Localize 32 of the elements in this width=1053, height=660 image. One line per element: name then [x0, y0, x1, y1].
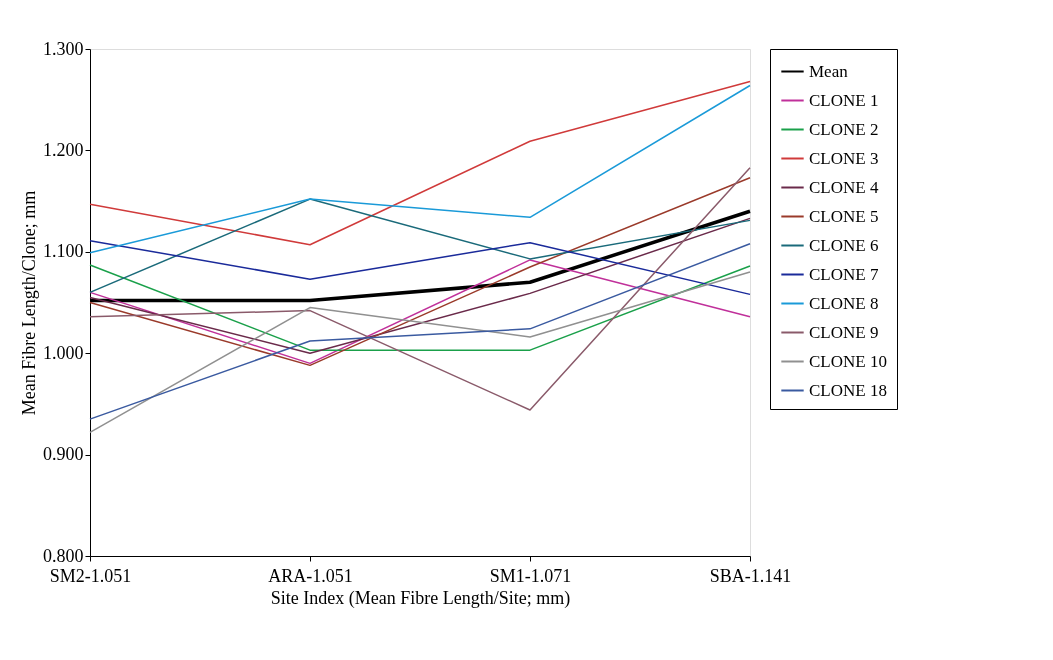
- x-axis-title: Site Index (Mean Fibre Length/Site; mm): [270, 587, 571, 609]
- legend-label: Mean: [809, 61, 849, 81]
- x-tick-label: ARA-1.051: [268, 565, 353, 586]
- x-tick-label: SM2-1.051: [49, 565, 132, 586]
- legend-label: CLONE 3: [809, 148, 879, 168]
- line-series: [89, 177, 751, 367]
- legend-label: CLONE 1: [809, 90, 879, 110]
- line-series: [89, 239, 751, 296]
- legend-label: CLONE 6: [809, 235, 879, 255]
- x-tick-label: SM1-1.071: [489, 565, 572, 586]
- legend-label: CLONE 2: [809, 119, 879, 139]
- y-tick-label: 1.300: [43, 38, 84, 59]
- legend-label: CLONE 8: [809, 293, 879, 313]
- y-axis-title: Mean Fibre Length/Clone; mm: [19, 190, 39, 416]
- legend-label: CLONE 5: [809, 206, 879, 226]
- line-series: [89, 166, 751, 411]
- legend-label: CLONE 9: [809, 322, 879, 342]
- y-tick-label: 0.900: [43, 444, 84, 465]
- legend-label: CLONE 18: [809, 380, 887, 400]
- y-tick-label: 1.000: [43, 342, 84, 363]
- x-tick-label: SBA-1.141: [709, 565, 792, 586]
- line-series: [89, 198, 751, 294]
- legend-label: CLONE 10: [809, 351, 887, 371]
- line-series: [89, 259, 751, 365]
- legend-label: CLONE 4: [809, 177, 879, 197]
- line-series: [89, 217, 751, 354]
- y-tick-label: 1.200: [43, 139, 84, 160]
- y-tick-label: 1.100: [43, 241, 84, 262]
- y-tick-label: 0.800: [43, 545, 84, 566]
- line-series: [89, 271, 751, 434]
- legend-label: CLONE 7: [809, 264, 879, 284]
- line-series: [89, 242, 751, 420]
